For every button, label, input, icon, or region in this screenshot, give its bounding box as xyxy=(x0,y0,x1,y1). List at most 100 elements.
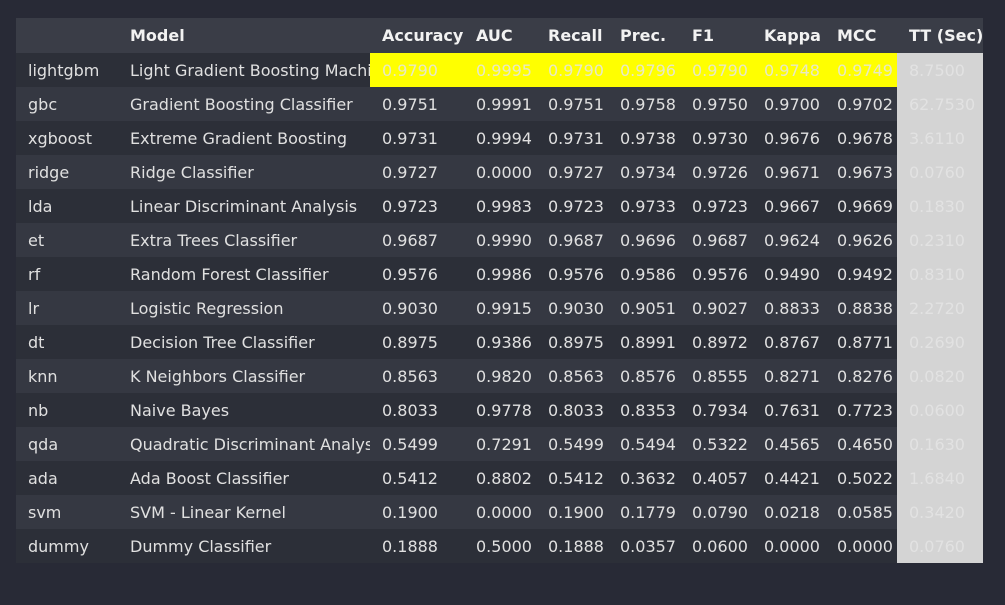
cell-id: svm xyxy=(16,495,118,529)
header-f1: F1 xyxy=(680,18,752,53)
cell-kappa: 0.0000 xyxy=(752,529,825,563)
cell-mcc: 0.0585 xyxy=(825,495,897,529)
cell-f1: 0.9790 xyxy=(680,53,752,87)
cell-prec: 0.8353 xyxy=(608,393,680,427)
cell-auc: 0.7291 xyxy=(464,427,536,461)
cell-prec: 0.8576 xyxy=(608,359,680,393)
header-prec: Prec. xyxy=(608,18,680,53)
cell-recall: 0.8563 xyxy=(536,359,608,393)
cell-mcc: 0.9492 xyxy=(825,257,897,291)
cell-auc: 0.9386 xyxy=(464,325,536,359)
cell-auc: 0.9990 xyxy=(464,223,536,257)
cell-tt-sec: 1.6840 xyxy=(897,461,983,495)
cell-recall: 0.5499 xyxy=(536,427,608,461)
cell-kappa: 0.9667 xyxy=(752,189,825,223)
model-comparison-table: Model Accuracy AUC Recall Prec. F1 Kappa… xyxy=(16,18,983,563)
cell-f1: 0.8972 xyxy=(680,325,752,359)
cell-model: Extreme Gradient Boosting xyxy=(118,121,370,155)
cell-kappa: 0.4565 xyxy=(752,427,825,461)
header-auc: AUC xyxy=(464,18,536,53)
cell-recall: 0.9576 xyxy=(536,257,608,291)
cell-model: SVM - Linear Kernel xyxy=(118,495,370,529)
cell-tt-sec: 8.7500 xyxy=(897,53,983,87)
cell-recall: 0.9727 xyxy=(536,155,608,189)
cell-recall: 0.8975 xyxy=(536,325,608,359)
cell-f1: 0.9750 xyxy=(680,87,752,121)
cell-id: xgboost xyxy=(16,121,118,155)
cell-kappa: 0.0218 xyxy=(752,495,825,529)
cell-auc: 0.0000 xyxy=(464,495,536,529)
cell-accuracy: 0.8975 xyxy=(370,325,464,359)
cell-model: Gradient Boosting Classifier xyxy=(118,87,370,121)
cell-recall: 0.1900 xyxy=(536,495,608,529)
cell-kappa: 0.8833 xyxy=(752,291,825,325)
cell-accuracy: 0.8033 xyxy=(370,393,464,427)
cell-prec: 0.1779 xyxy=(608,495,680,529)
cell-kappa: 0.8271 xyxy=(752,359,825,393)
cell-mcc: 0.9678 xyxy=(825,121,897,155)
cell-auc: 0.9915 xyxy=(464,291,536,325)
header-accuracy: Accuracy xyxy=(370,18,464,53)
cell-id: ridge xyxy=(16,155,118,189)
cell-accuracy: 0.9687 xyxy=(370,223,464,257)
cell-accuracy: 0.1888 xyxy=(370,529,464,563)
cell-auc: 0.8802 xyxy=(464,461,536,495)
cell-mcc: 0.7723 xyxy=(825,393,897,427)
cell-f1: 0.9723 xyxy=(680,189,752,223)
cell-prec: 0.5494 xyxy=(608,427,680,461)
cell-prec: 0.9758 xyxy=(608,87,680,121)
cell-accuracy: 0.1900 xyxy=(370,495,464,529)
cell-accuracy: 0.9030 xyxy=(370,291,464,325)
cell-kappa: 0.8767 xyxy=(752,325,825,359)
cell-mcc: 0.8276 xyxy=(825,359,897,393)
cell-recall: 0.9030 xyxy=(536,291,608,325)
table-body: lightgbm Light Gradient Boosting Machine 0… xyxy=(16,53,983,563)
header-recall: Recall xyxy=(536,18,608,53)
cell-recall: 0.8033 xyxy=(536,393,608,427)
cell-id: nb xyxy=(16,393,118,427)
cell-mcc: 0.4650 xyxy=(825,427,897,461)
cell-prec: 0.3632 xyxy=(608,461,680,495)
cell-prec: 0.0357 xyxy=(608,529,680,563)
cell-auc: 0.9991 xyxy=(464,87,536,121)
header-kappa: Kappa xyxy=(752,18,825,53)
cell-mcc: 0.9626 xyxy=(825,223,897,257)
cell-model: Ridge Classifier xyxy=(118,155,370,189)
cell-tt-sec: 0.1830 xyxy=(897,189,983,223)
table-row: xgboost Extreme Gradient Boosting 0.9731 0.… xyxy=(16,121,983,155)
cell-tt-sec: 0.0820 xyxy=(897,359,983,393)
cell-auc: 0.9986 xyxy=(464,257,536,291)
table-row: ridge Ridge Classifier 0.9727 0.0000 0.9727 0… xyxy=(16,155,983,189)
cell-accuracy: 0.9731 xyxy=(370,121,464,155)
table-row: et Extra Trees Classifier 0.9687 0.9990 0.96… xyxy=(16,223,983,257)
cell-auc: 0.5000 xyxy=(464,529,536,563)
cell-auc: 0.9983 xyxy=(464,189,536,223)
table-row: svm SVM - Linear Kernel 0.1900 0.0000 0.1900… xyxy=(16,495,983,529)
cell-recall: 0.9790 xyxy=(536,53,608,87)
cell-f1: 0.9726 xyxy=(680,155,752,189)
table-row: dt Decision Tree Classifier 0.8975 0.9386 0.… xyxy=(16,325,983,359)
cell-prec: 0.9796 xyxy=(608,53,680,87)
cell-model: Linear Discriminant Analysis xyxy=(118,189,370,223)
cell-prec: 0.9696 xyxy=(608,223,680,257)
cell-f1: 0.9576 xyxy=(680,257,752,291)
cell-f1: 0.9730 xyxy=(680,121,752,155)
cell-mcc: 0.9669 xyxy=(825,189,897,223)
table-row: lda Linear Discriminant Analysis 0.9723 0.9… xyxy=(16,189,983,223)
table-row: lr Logistic Regression 0.9030 0.9915 0.9030 0… xyxy=(16,291,983,325)
cell-kappa: 0.9624 xyxy=(752,223,825,257)
cell-auc: 0.9778 xyxy=(464,393,536,427)
cell-tt-sec: 0.1630 xyxy=(897,427,983,461)
cell-id: qda xyxy=(16,427,118,461)
header-index xyxy=(16,18,118,53)
cell-mcc: 0.0000 xyxy=(825,529,897,563)
cell-id: et xyxy=(16,223,118,257)
cell-mcc: 0.9673 xyxy=(825,155,897,189)
table-row: nb Naive Bayes 0.8033 0.9778 0.8033 0.8353 0.7… xyxy=(16,393,983,427)
cell-accuracy: 0.9727 xyxy=(370,155,464,189)
cell-f1: 0.0790 xyxy=(680,495,752,529)
cell-mcc: 0.9702 xyxy=(825,87,897,121)
cell-prec: 0.9738 xyxy=(608,121,680,155)
cell-prec: 0.9733 xyxy=(608,189,680,223)
cell-f1: 0.9027 xyxy=(680,291,752,325)
